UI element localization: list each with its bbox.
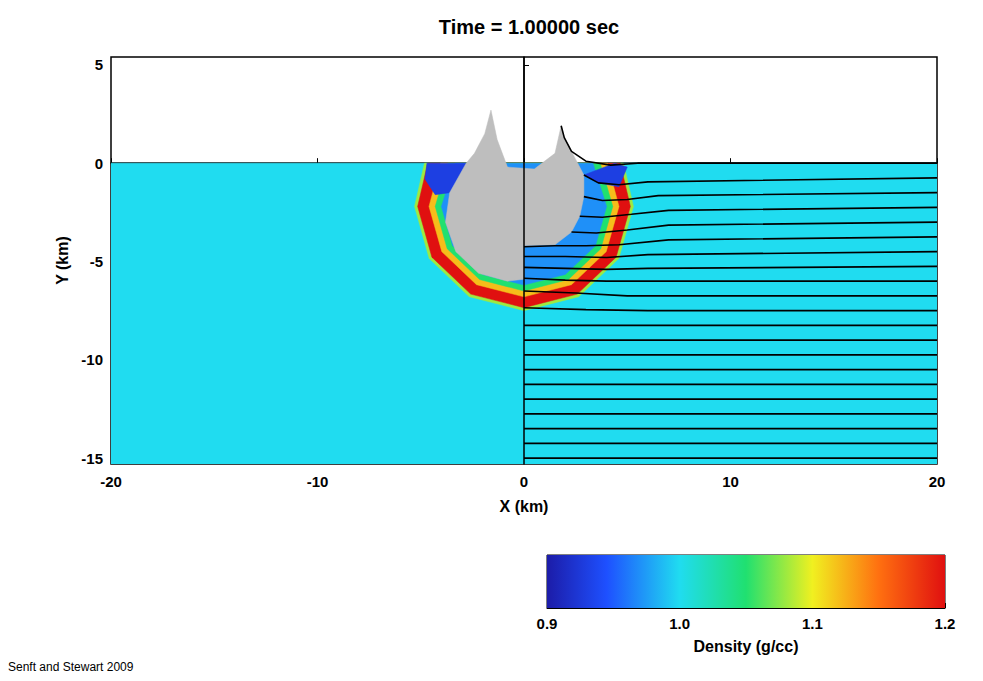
svg-text:0.9: 0.9: [537, 615, 558, 632]
svg-text:1.1: 1.1: [802, 615, 823, 632]
svg-text:Density (g/cc): Density (g/cc): [694, 638, 799, 655]
svg-text:X (km): X (km): [500, 498, 549, 515]
svg-text:1.0: 1.0: [669, 615, 690, 632]
svg-text:10: 10: [722, 473, 739, 490]
svg-text:-15: -15: [81, 450, 103, 467]
svg-text:0: 0: [520, 473, 528, 490]
svg-text:Senft and Stewart 2009: Senft and Stewart 2009: [8, 660, 134, 674]
svg-text:Y (km): Y (km): [54, 236, 71, 285]
svg-text:1.2: 1.2: [935, 615, 956, 632]
svg-text:Time = 1.00000 sec: Time = 1.00000 sec: [439, 16, 619, 38]
svg-text:5: 5: [95, 56, 103, 73]
svg-text:20: 20: [929, 473, 946, 490]
svg-text:-5: -5: [90, 253, 103, 270]
svg-text:-20: -20: [100, 473, 122, 490]
svg-text:0: 0: [95, 155, 103, 172]
svg-text:-10: -10: [307, 473, 329, 490]
svg-text:-10: -10: [81, 351, 103, 368]
